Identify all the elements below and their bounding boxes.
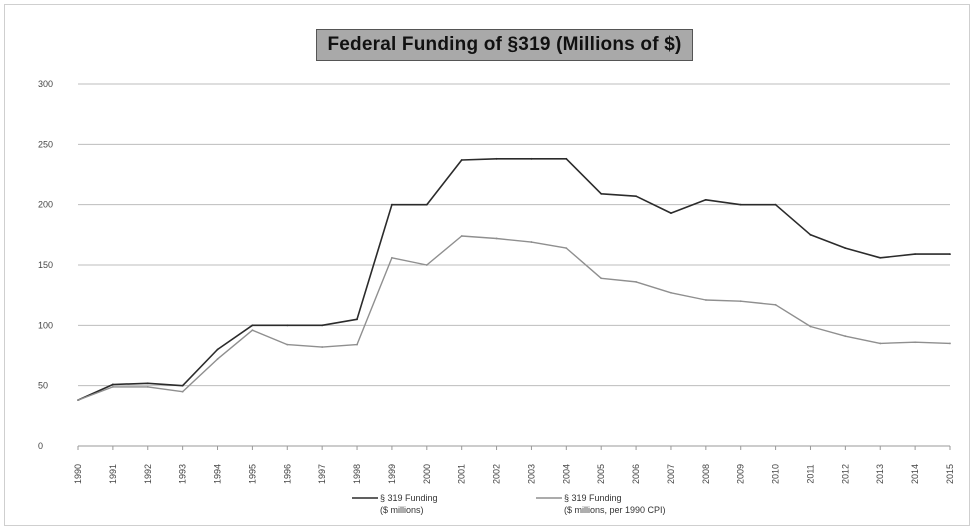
x-tick-label: 1996 (282, 464, 292, 484)
series-line-1 (77, 158, 950, 401)
series-2-point (286, 343, 289, 346)
series-2-point (495, 237, 498, 240)
x-tick-label: 2007 (666, 464, 676, 484)
series-1-point (321, 324, 324, 327)
chart-title: Federal Funding of §319 (Millions of $) (327, 34, 682, 55)
series-1-point (739, 203, 742, 206)
x-tick-label: 1999 (387, 464, 397, 484)
series-1-point (949, 253, 951, 256)
series-1-point (356, 318, 358, 321)
series-2-point (530, 241, 533, 243)
series-1-point (146, 382, 149, 385)
x-tick-label: 2014 (910, 464, 920, 484)
series-2-point (565, 247, 568, 250)
y-tick-label: 100 (38, 320, 53, 330)
series-2-point (844, 335, 847, 338)
series-2-point (774, 303, 777, 306)
y-tick-label: 0 (38, 441, 43, 451)
y-tick-label: 250 (38, 139, 53, 149)
legend-label-2: ($ millions, per 1990 CPI) (564, 505, 666, 515)
x-tick-label: 2004 (561, 464, 571, 484)
series-2-point (809, 325, 812, 328)
series-2-point (111, 385, 114, 388)
y-tick-label: 300 (38, 79, 53, 89)
series-1-point (251, 324, 254, 327)
series-1-point (495, 157, 498, 160)
x-tick-label: 2000 (422, 464, 432, 484)
chart-title-box: Federal Funding of §319 (Millions of $) (316, 29, 693, 61)
series-1-point (286, 324, 289, 327)
series-1-point (530, 157, 533, 160)
series-2-point (739, 300, 742, 303)
x-tick-label: 2012 (840, 464, 850, 484)
series-1-point (391, 203, 393, 206)
x-tick-label: 2008 (701, 464, 711, 484)
series-2-point (321, 346, 324, 348)
y-tick-label: 200 (38, 200, 53, 210)
x-tick-label: 1997 (317, 464, 327, 484)
series-1-point (216, 348, 219, 351)
x-tick-label: 1992 (143, 464, 153, 484)
series-line-2 (77, 235, 951, 401)
series-1-point (600, 192, 603, 195)
series-1-point (425, 203, 428, 206)
x-tick-label: 1995 (247, 464, 257, 484)
x-tick-label: 2013 (875, 464, 885, 484)
x-tick-label: 1994 (213, 464, 223, 484)
series-2-point (949, 342, 951, 345)
legend-label-2: § 319 Funding (564, 493, 622, 503)
x-tick-label: 2009 (736, 464, 746, 484)
x-tick-label: 1991 (108, 464, 118, 484)
x-tick-label: 2005 (596, 464, 606, 484)
series-2-point (600, 277, 603, 280)
y-tick-label: 150 (38, 260, 53, 270)
series-2-point (181, 390, 184, 393)
series-2-point (704, 299, 707, 301)
series-1-point (460, 159, 463, 161)
series-1-point (844, 247, 847, 250)
series-2-point (879, 342, 882, 345)
series-1-point (914, 253, 917, 256)
series-2-point (251, 329, 254, 332)
series-1-point (704, 198, 707, 201)
series-1-point (879, 256, 882, 259)
series-1-point (181, 384, 184, 387)
x-tick-label: 2015 (945, 464, 955, 484)
series-2-point (425, 264, 428, 266)
series-1-point (670, 212, 672, 215)
series-2-point (391, 256, 393, 259)
series-2-point (914, 341, 917, 344)
x-tick-label: 1998 (352, 464, 362, 484)
series-2-point (460, 235, 463, 237)
series-2-point (216, 358, 219, 361)
series-2-point (670, 291, 672, 294)
series-1-point (809, 233, 812, 236)
series-1-point (111, 383, 114, 386)
series-1-point (565, 157, 568, 160)
y-tick-label: 50 (38, 381, 48, 391)
legend-label-1: § 319 Funding (380, 493, 438, 503)
series-2-point (77, 399, 79, 402)
x-tick-label: 2001 (457, 464, 467, 484)
series-1-point (774, 203, 777, 206)
x-tick-label: 2002 (492, 464, 502, 484)
legend-label-1: ($ millions) (380, 505, 424, 515)
x-tick-label: 2010 (771, 464, 781, 484)
x-tick-label: 2006 (631, 464, 641, 484)
x-tick-label: 2011 (805, 464, 815, 483)
x-tick-label: 2003 (526, 464, 536, 484)
series-1-point (635, 195, 637, 198)
series-2-point (635, 280, 637, 283)
x-tick-label: 1993 (178, 464, 188, 484)
x-tick-label: 1990 (73, 464, 83, 484)
series-2-point (356, 343, 358, 346)
series-2-point (146, 385, 149, 388)
